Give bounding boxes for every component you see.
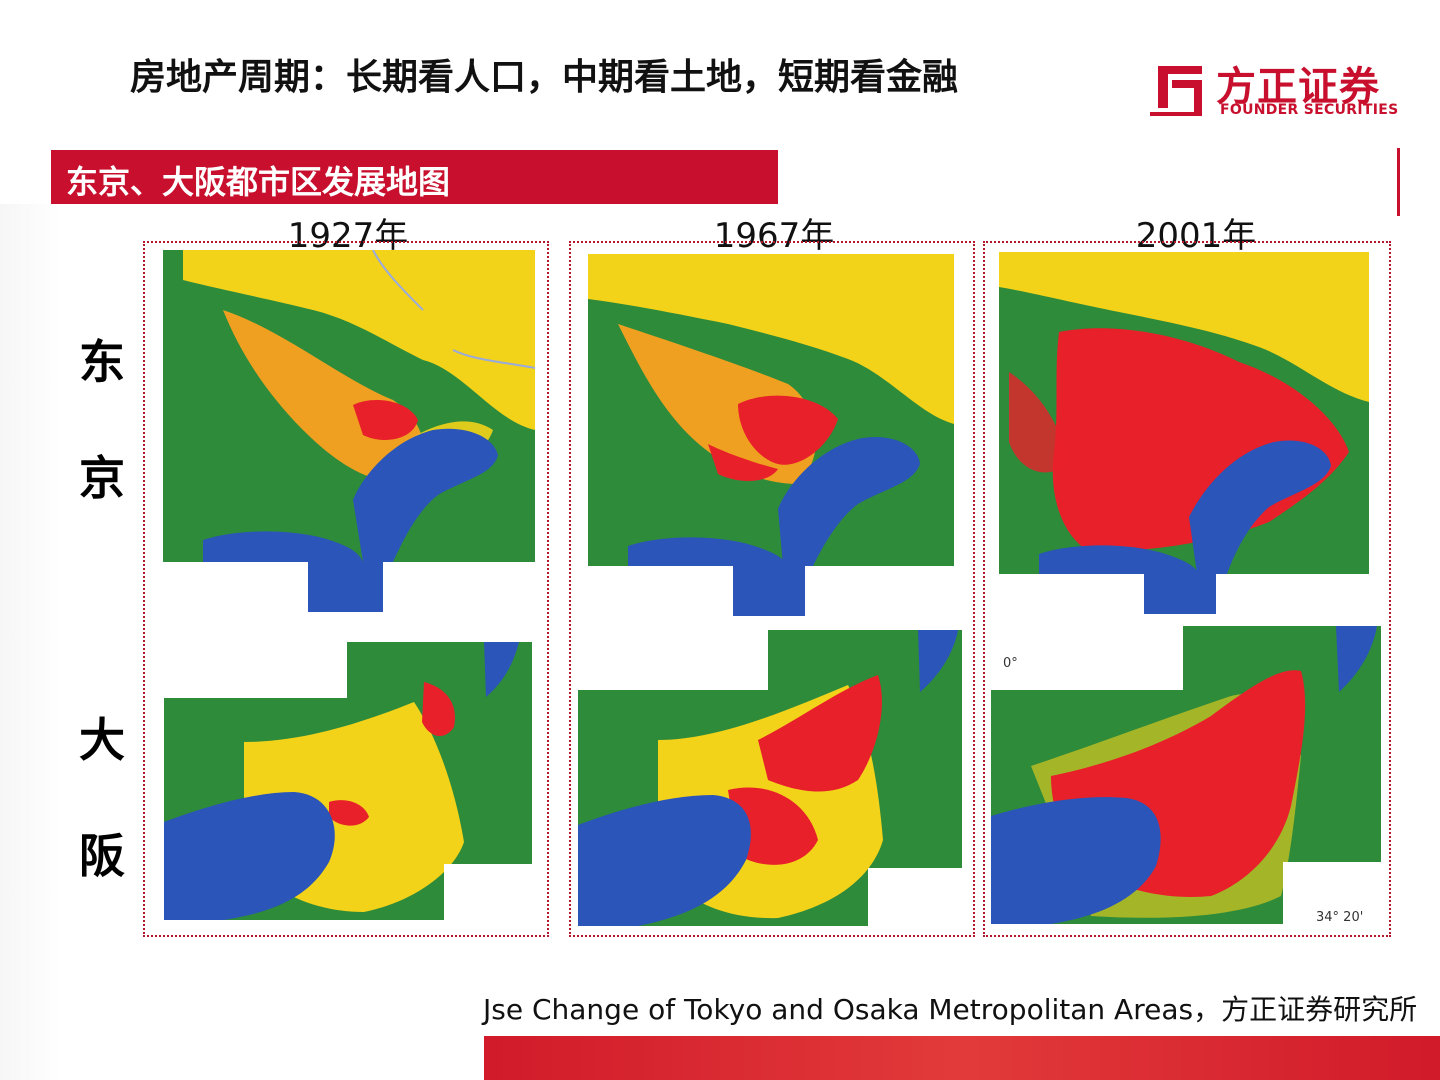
year-label-1927: 1927年 <box>287 216 409 256</box>
founder-logo-mark-icon <box>1150 66 1202 116</box>
row-label-osaka-1: 大 <box>79 713 125 767</box>
section-header-bar <box>51 150 778 204</box>
row-label-osaka-2: 阪 <box>79 829 125 883</box>
map-degree-mark: 0° <box>1003 656 1018 671</box>
panel-1927 <box>143 241 549 937</box>
source-note: Jse Change of Tokyo and Osaka Metropolit… <box>483 993 1418 1026</box>
bottom-accent-band <box>484 1036 1440 1080</box>
row-label-tokyo-1: 东 <box>79 335 125 389</box>
section-title: 东京、大阪都市区发展地图 <box>66 163 451 201</box>
right-accent-bar <box>1397 148 1400 216</box>
row-label-tokyo-2: 京 <box>79 451 125 505</box>
map-tokyo-1967 <box>588 254 954 616</box>
year-label-1967: 1967年 <box>713 216 835 256</box>
logo-english-name: FOUNDER SECURITIES <box>1220 102 1399 118</box>
panel-2001 <box>983 241 1391 937</box>
map-coordinate-label: 34° 20' <box>1316 910 1364 925</box>
slide-title: 房地产周期：长期看人口，中期看土地，短期看金融 <box>130 57 959 98</box>
map-osaka-1967 <box>578 630 962 926</box>
map-tokyo-1927 <box>163 250 535 612</box>
map-osaka-2001 <box>991 626 1381 924</box>
founder-logo: 方正证券 FOUNDER SECURITIES <box>1150 58 1400 128</box>
panel-1967 <box>569 241 975 937</box>
year-label-2001: 2001年 <box>1135 216 1257 256</box>
map-osaka-1927 <box>164 642 532 920</box>
left-shadow <box>0 204 60 1080</box>
logo-chinese-name: 方正证券 <box>1216 64 1380 110</box>
map-tokyo-2001 <box>999 252 1369 614</box>
